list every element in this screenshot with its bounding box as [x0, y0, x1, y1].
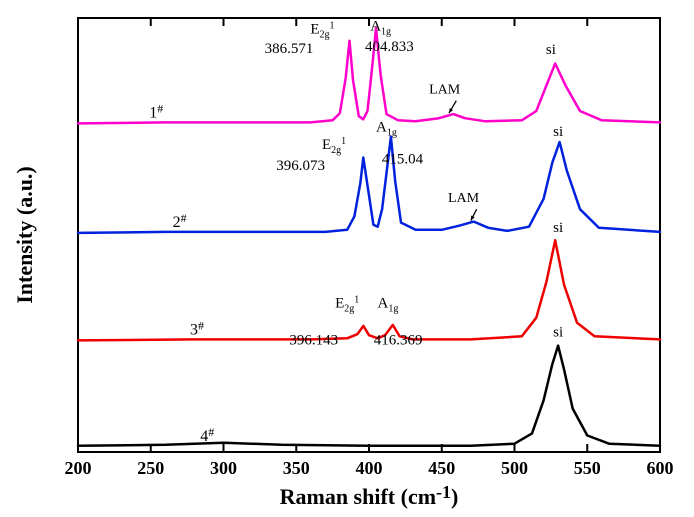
y-axis-label: Intensity (a.u.) [12, 166, 37, 304]
x-tick-label: 550 [574, 458, 601, 478]
peak-annotation: si [546, 42, 556, 58]
raman-spectra-chart: 200 250 300 350 400 450 500 550 600 Raman shift (… [0, 0, 694, 517]
peak-annotation: 396.073 [276, 158, 325, 174]
peak-annotation: 386.571 [265, 41, 314, 57]
peak-annotation: 416.369 [374, 333, 423, 349]
x-tick-label: 600 [647, 458, 674, 478]
peak-annotation: si [553, 324, 563, 340]
peak-annotation: 404.833 [365, 39, 414, 55]
peak-annotation: 415.04 [382, 152, 424, 168]
peak-annotation: 396.143 [289, 333, 338, 349]
x-tick-label: 400 [356, 458, 383, 478]
x-tick-label: 500 [501, 458, 528, 478]
peak-annotation: si [553, 220, 563, 236]
peak-annotation: LAM [448, 191, 480, 206]
x-tick-label: 350 [283, 458, 310, 478]
x-tick-label: 200 [65, 458, 92, 478]
peak-annotation: LAM [429, 82, 461, 97]
x-tick-label: 300 [210, 458, 237, 478]
x-tick-label: 450 [428, 458, 455, 478]
peak-annotation: si [553, 124, 563, 140]
x-axis-label: Raman shift (cm-1) [280, 482, 459, 509]
x-tick-label: 250 [137, 458, 164, 478]
